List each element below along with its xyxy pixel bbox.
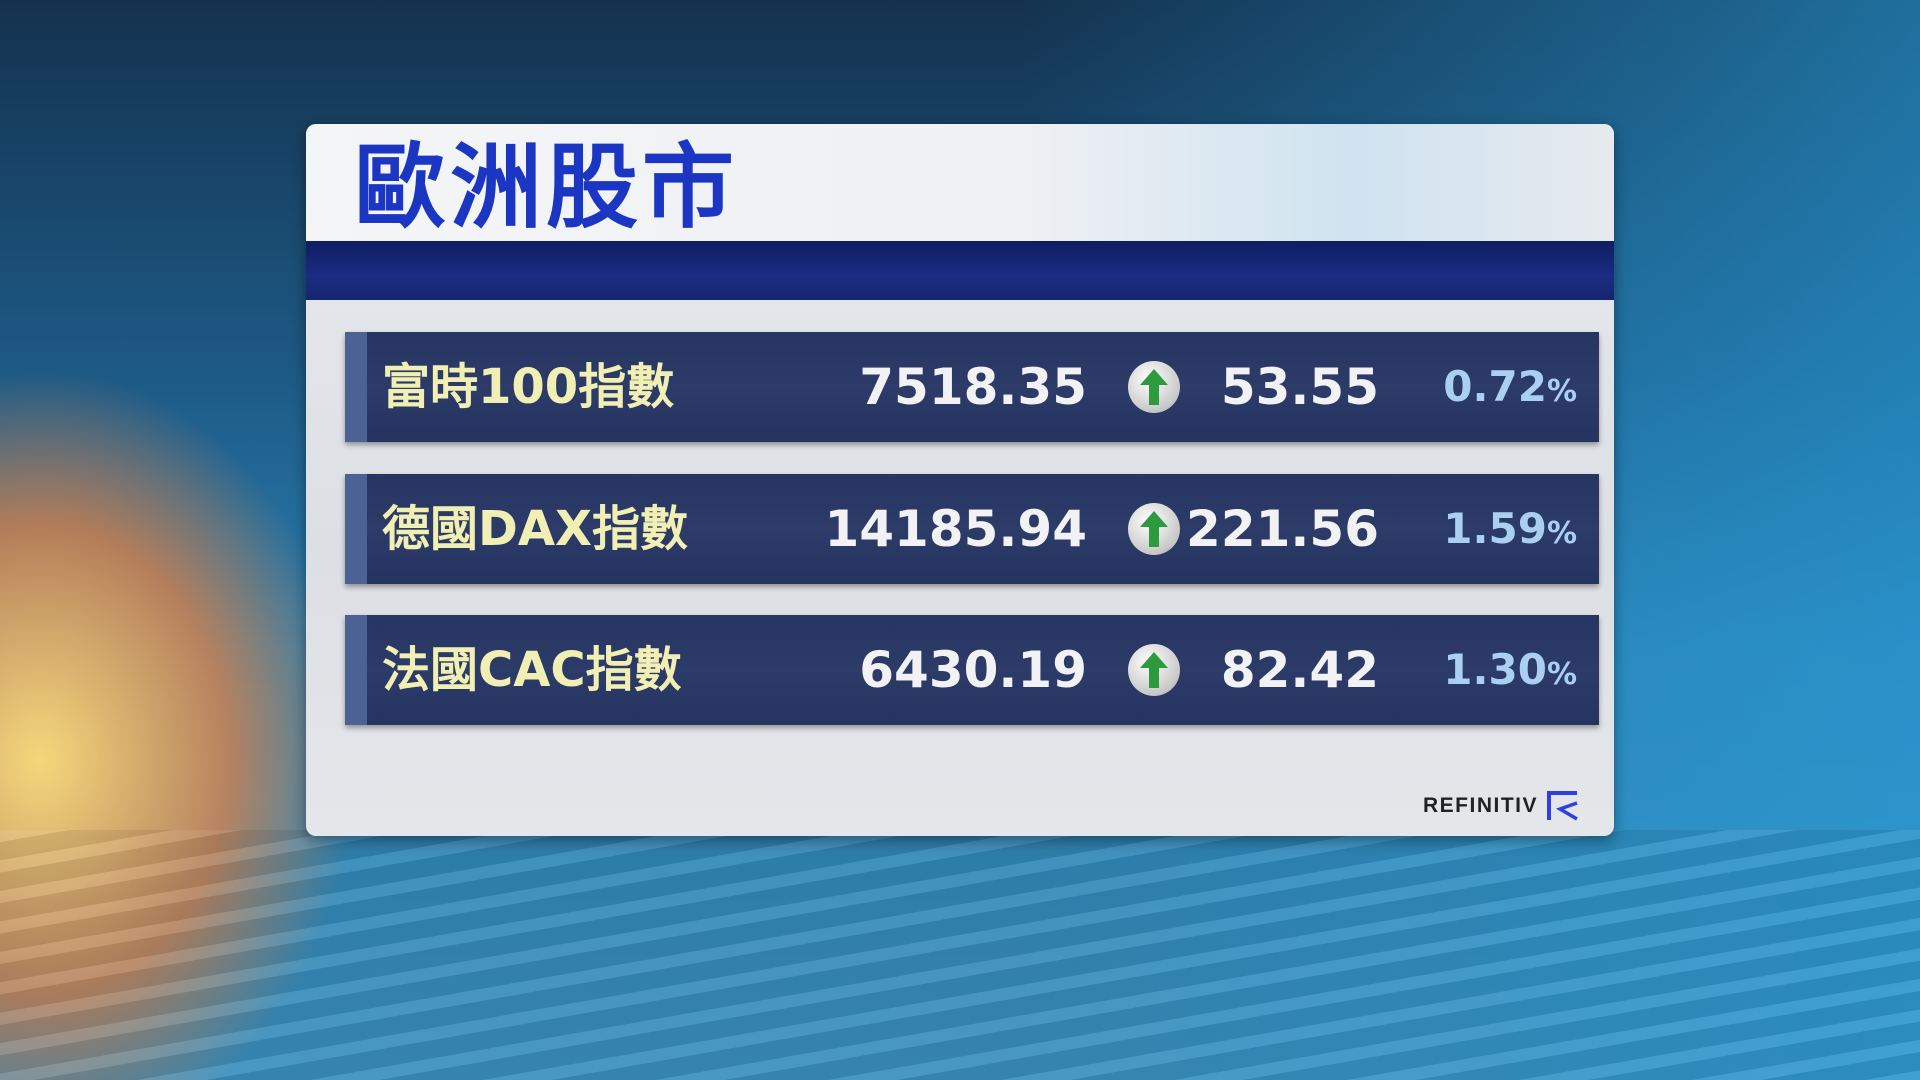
logo-text: REFINITIV bbox=[1422, 794, 1538, 817]
row-accent bbox=[345, 615, 367, 725]
title-area: 歐洲股市 bbox=[306, 124, 1614, 241]
index-change: 82.42 bbox=[1220, 641, 1379, 699]
index-name: 富時100指數 bbox=[382, 359, 675, 415]
percent-sign: % bbox=[1546, 374, 1577, 409]
index-name: 法國CAC指數 bbox=[382, 642, 682, 698]
index-row: 法國CAC指數 6430.19 82.42 1.30% bbox=[345, 615, 1599, 725]
index-row: 富時100指數 7518.35 53.55 0.72% bbox=[345, 332, 1599, 442]
arrow-up-icon bbox=[1128, 361, 1180, 413]
percent-value: 0.72 bbox=[1443, 362, 1547, 411]
index-change: 221.56 bbox=[1186, 500, 1379, 558]
row-accent bbox=[345, 474, 367, 584]
row-accent bbox=[345, 332, 367, 442]
refinitiv-mark-icon bbox=[1547, 791, 1578, 821]
index-percent: 1.59% bbox=[1443, 474, 1577, 589]
index-percent: 0.72% bbox=[1443, 332, 1577, 447]
refinitiv-logo: REFINITIV bbox=[1423, 790, 1580, 822]
percent-sign: % bbox=[1546, 657, 1577, 692]
percent-sign: % bbox=[1546, 516, 1577, 551]
percent-value: 1.30 bbox=[1443, 645, 1547, 694]
index-row: 德國DAX指數 14185.94 221.56 1.59% bbox=[345, 474, 1599, 584]
index-value: 7518.35 bbox=[859, 358, 1087, 416]
title-band bbox=[306, 241, 1614, 300]
index-change: 53.55 bbox=[1220, 358, 1379, 416]
background-floor bbox=[0, 830, 1920, 1080]
arrow-up-icon bbox=[1128, 644, 1180, 696]
index-value: 14185.94 bbox=[824, 500, 1087, 558]
percent-value: 1.59 bbox=[1443, 504, 1547, 553]
market-panel: 歐洲股市 富時100指數 7518.35 53.55 0.72% 德國DAX指數… bbox=[306, 124, 1614, 836]
index-name: 德國DAX指數 bbox=[382, 501, 689, 557]
index-value: 6430.19 bbox=[859, 641, 1087, 699]
page-title: 歐洲股市 bbox=[354, 134, 739, 241]
index-percent: 1.30% bbox=[1443, 615, 1577, 730]
arrow-up-icon bbox=[1128, 503, 1180, 555]
